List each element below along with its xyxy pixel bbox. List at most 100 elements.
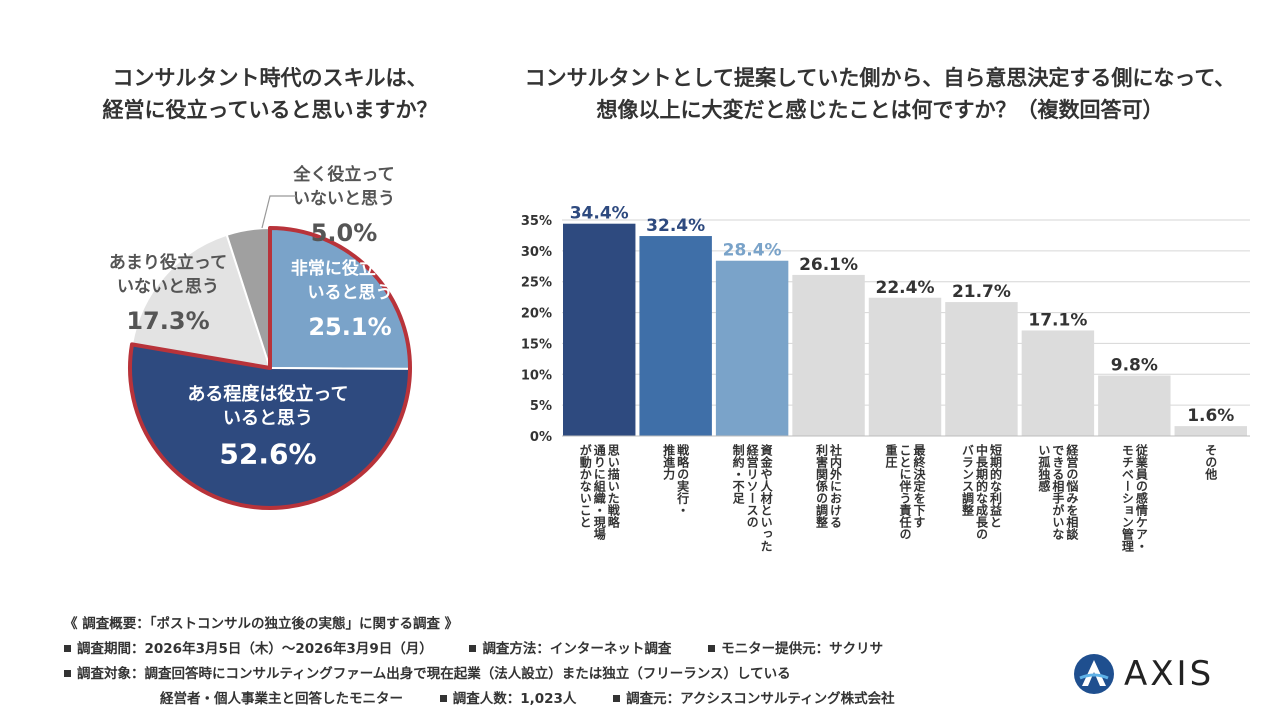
bar bbox=[1098, 375, 1171, 436]
x-category-label-line: バランス調整 bbox=[960, 444, 974, 517]
pie-slice-value: 17.3% bbox=[126, 307, 209, 335]
pie-slice-value: 52.6% bbox=[219, 437, 316, 470]
x-category-label-line: 中長期的な成長の bbox=[974, 443, 988, 540]
pie-leader-line bbox=[261, 195, 296, 229]
x-category-label: 戦略の実行・推進力 bbox=[662, 443, 690, 516]
x-category-label-line: その他 bbox=[1204, 444, 1218, 481]
bar bbox=[639, 236, 712, 436]
bar bbox=[868, 297, 942, 436]
bullet-icon bbox=[439, 694, 447, 702]
x-category-label-line: 資金や人材といった bbox=[759, 443, 773, 552]
bar-value-label: 28.4% bbox=[723, 241, 782, 261]
bullet-icon bbox=[469, 644, 477, 652]
x-category-label-line: 思い描いた戦略 bbox=[606, 444, 620, 529]
bullet-icon bbox=[613, 694, 621, 702]
pie-slice-value: 5.0% bbox=[311, 219, 378, 247]
bar bbox=[792, 274, 865, 436]
x-category-label-line: 最終決定を下す bbox=[912, 444, 926, 528]
pie-slice-category: あまり役立って bbox=[109, 252, 227, 273]
bar bbox=[563, 223, 636, 436]
pie-slice-category: いると思う bbox=[308, 283, 393, 303]
axis-logo: AXIS bbox=[1072, 652, 1232, 696]
bar bbox=[945, 302, 1018, 436]
bar-title-line-1: コンサルタントとして提案していた側から、自ら意思決定する側になって、 bbox=[524, 66, 1236, 90]
bullet-icon bbox=[64, 644, 71, 652]
x-category-label-line: モチベーション管理 bbox=[1120, 444, 1134, 553]
bar bbox=[715, 260, 789, 436]
survey-target-continued: 経営者・個人事業主と回答したモニター bbox=[160, 691, 403, 707]
y-tick-label: 15% bbox=[521, 337, 552, 352]
survey-count: 調査人数：1,023人 bbox=[452, 691, 577, 707]
survey-heading: 《 調査概要：「ポストコンサルの独立後の実態」に関する調査 》 bbox=[64, 616, 459, 632]
pie-slice-value: 25.1% bbox=[308, 313, 391, 341]
x-category-label-line: 制約・不足 bbox=[731, 443, 745, 505]
x-category-label-line: できる相手がいな bbox=[1051, 444, 1065, 541]
bar-value-label: 26.1% bbox=[799, 255, 858, 275]
y-tick-label: 5% bbox=[530, 399, 552, 414]
x-category-label-line: い孤独感 bbox=[1037, 444, 1051, 492]
axis-logo-icon bbox=[1074, 654, 1114, 694]
x-category-label: その他 bbox=[1204, 444, 1218, 481]
pie-slice-category: 全く役立って bbox=[292, 164, 394, 185]
y-tick-label: 25% bbox=[521, 276, 552, 291]
x-category-label-line: 重圧 bbox=[884, 443, 898, 469]
pie-title-line-2: 経営に役立っていると思いますか？ bbox=[102, 98, 438, 122]
bar-value-label: 1.6% bbox=[1187, 406, 1234, 426]
bar-value-label: 9.8% bbox=[1111, 356, 1158, 376]
survey-summary: 《 調査概要：「ポストコンサルの独立後の実態」に関する調査 》 調査期間：202… bbox=[64, 612, 1064, 712]
bullet-icon bbox=[708, 644, 716, 652]
x-category-label-line: 経営リソースの bbox=[745, 443, 759, 528]
bar bbox=[1174, 426, 1247, 436]
x-category-label-line: 社内外における bbox=[829, 443, 843, 528]
pie-title-line-1: コンサルタント時代のスキルは、 bbox=[112, 66, 428, 90]
y-tick-label: 30% bbox=[521, 245, 552, 260]
x-category-label-line: 経営の悩みを相談 bbox=[1065, 443, 1079, 541]
x-category-label-line: が動かないこと bbox=[578, 443, 592, 528]
bullet-icon bbox=[64, 669, 71, 677]
bar-value-label: 22.4% bbox=[876, 278, 935, 298]
axis-logo-text: AXIS bbox=[1124, 654, 1215, 694]
x-category-label-line: ことに伴う責任の bbox=[898, 444, 912, 540]
y-tick-label: 0% bbox=[530, 430, 552, 445]
pie-slice-category: いないと思う bbox=[293, 189, 395, 209]
pie-highlight-outline bbox=[128, 226, 412, 510]
x-category-label-line: 推進力 bbox=[662, 443, 676, 481]
pie-slice-category: いると思う bbox=[223, 408, 313, 429]
pie-slice-category: 非常に役立って bbox=[291, 258, 409, 279]
x-category-label-line: 戦略の実行・ bbox=[676, 443, 690, 516]
survey-provider: モニター提供元：サクリサ bbox=[721, 641, 884, 657]
survey-target: 調査対象：調査回答時にコンサルティングファーム出身で現在起業（法人設立）または独… bbox=[77, 666, 791, 682]
survey-period: 調査期間：2026年3月5日（木）～2026年3月9日（月） bbox=[77, 641, 433, 657]
bar-value-label: 21.7% bbox=[952, 282, 1011, 302]
bar-value-label: 32.4% bbox=[646, 216, 705, 236]
x-category-label-line: 従業員の感情ケア・ bbox=[1134, 443, 1148, 552]
pie-slice-category: ある程度は役立って bbox=[187, 383, 348, 405]
survey-method: 調査方法：インターネット調査 bbox=[482, 641, 672, 657]
x-category-label-line: 通りに組織・現場 bbox=[592, 443, 606, 541]
y-tick-label: 35% bbox=[521, 214, 552, 229]
pie-chart-title: コンサルタント時代のスキルは、 経営に役立っていると思いますか？ bbox=[60, 62, 480, 126]
bar-value-label: 34.4% bbox=[570, 204, 629, 224]
pie-slice-category: いないと思う bbox=[117, 277, 219, 297]
pie-slice bbox=[130, 233, 272, 370]
x-category-label-line: 利害関係の調整 bbox=[815, 443, 829, 529]
bar-title-line-2: 想像以上に大変だと感じたことは何ですか？（複数回答可） bbox=[596, 98, 1164, 122]
x-category-label-line: 短期的な利益と bbox=[988, 443, 1002, 528]
bar-value-label: 17.1% bbox=[1028, 310, 1087, 330]
survey-source: 調査元：アクシスコンサルティング株式会社 bbox=[626, 691, 895, 707]
x-category-label: 従業員の感情ケア・モチベーション管理 bbox=[1120, 443, 1148, 553]
y-tick-label: 20% bbox=[521, 307, 552, 322]
y-tick-label: 10% bbox=[521, 368, 552, 383]
